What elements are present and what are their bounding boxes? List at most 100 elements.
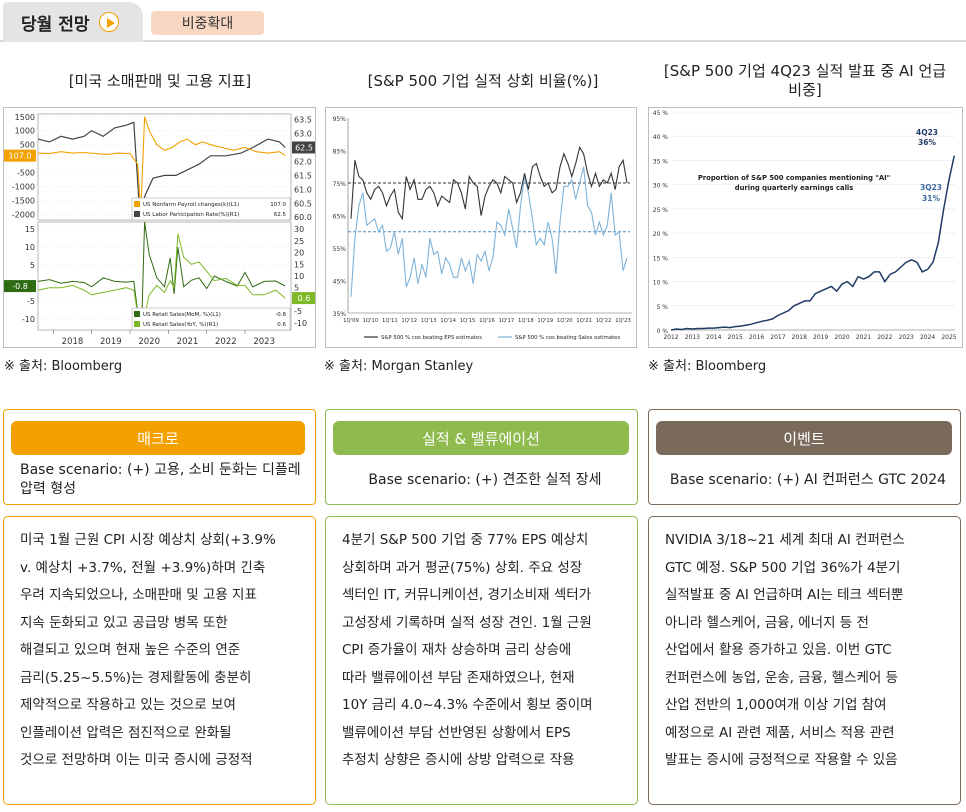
ai-annotation-line: during quarterly earnings calls	[735, 184, 854, 192]
macro-legend-box	[131, 307, 291, 331]
macro-bottom-left-value: -0.8	[12, 282, 28, 291]
macro-top-left-tick: 1500	[15, 113, 35, 122]
macro-legend-swatch	[134, 311, 140, 317]
ai-annotation-line: Proportion of S&P 500 companies mentioni…	[698, 174, 890, 182]
macro-year-label: 2020	[138, 337, 160, 347]
macro-bottom-right-tick: 25	[294, 237, 304, 246]
event-body-line: GTC 예정. S&P 500 기업 36%가 4분기	[665, 559, 901, 576]
macro-body-line: 지속 둔화되고 있고 공급망 병목 또한	[20, 614, 228, 631]
event-body-line: NVIDIA 3/18~21 세계 최대 AI 컨퍼런스	[665, 532, 905, 548]
ai-x-tick: 2022	[877, 334, 892, 341]
earnings-x-tick: 1Q'18	[518, 318, 534, 324]
month-outlook-tab[interactable]: 당월 전망	[3, 2, 143, 42]
macro-year-label: 2018	[62, 337, 84, 347]
earnings-legend-eps-label: S&P 500 % cos beating EPS estimates	[381, 335, 482, 341]
macro-top-right-tick: 60.5	[294, 199, 312, 208]
macro-body-line: v. 예상치 +3.7%, 전월 +3.9%)하며 긴축	[20, 559, 266, 576]
macro-bottom-left-tick: -10	[22, 315, 35, 324]
earnings-body-line: 섹터인 IT, 커뮤니케이션, 경기소비재 섹터가	[342, 587, 592, 603]
earnings-panel-top	[325, 409, 638, 505]
earnings-body-line: CPI 증가율이 재차 상승하며 금리 상승에	[342, 642, 572, 658]
earnings-chart: 95% 85% 75% 65% 55% 45% 35% 1Q'09 1Q'10 1Q'11 1Q'1…	[325, 107, 637, 348]
macro-legend-swatch	[134, 201, 140, 207]
macro-top-right-tick: 63.0	[294, 130, 312, 139]
ai-y-tick: 15 %	[653, 255, 669, 262]
earnings-x-tick: 1Q'21	[576, 318, 592, 324]
earnings-y-tick: 65%	[333, 214, 347, 221]
macro-top-right-tick: 63.5	[294, 116, 312, 125]
earnings-chart-svg: 95%85%75%65%55%45%35%1Q'09 1Q'10 1Q'11 1Q'1…	[333, 116, 632, 341]
earnings-x-tick: 1Q'23	[615, 318, 631, 324]
macro-body-line: 미국 1월 근원 CPI 시장 예상치 상회(+3.9%	[20, 532, 276, 548]
event-body: NVIDIA 3/18~21 세계 최대 AI 컨퍼런스 GTC 예정. S&P…	[648, 516, 961, 805]
ai-3q23-label: 3Q23	[920, 183, 942, 192]
ai-y-tick: 40 %	[653, 134, 669, 141]
ai-chart: 45 % 40 % 35 % 30 % 25 % 20 % 15 % 10 % 5 % 0 % 20…	[648, 107, 963, 348]
macro-scenario: Base scenario: (+) 고용, 소비 둔화는 디플레 압력 형성	[20, 462, 301, 497]
macro-body-line: 해결되고 있으며 현재 높은 수준의 연준	[20, 642, 241, 658]
earnings-x-tick: 1Q'19	[537, 318, 553, 324]
earnings-body-line: 밸류에이션 부담 선반영된 상황에서 EPS	[342, 724, 571, 741]
rating-badge: 비중확대	[151, 11, 264, 35]
macro-top-left-tick: -500	[17, 169, 35, 178]
macro-top-right-tick: 60.0	[294, 213, 312, 222]
macro-top-right-tick: 61.5	[294, 171, 312, 180]
earnings-y-tick: 85%	[333, 149, 347, 156]
earnings-x-tick: 1Q'11	[382, 318, 398, 324]
earnings-x-tick: 1Q'15	[460, 318, 476, 324]
earnings-body-line: 4분기 S&P 500 기업 중 77% EPS 예상치	[342, 532, 589, 548]
earnings-y-tick: 95%	[333, 116, 347, 123]
macro-legend-value: 107.0	[270, 202, 286, 208]
earnings-chart-title: [S&P 500 기업 실적 상회 비율(%)]	[367, 72, 599, 90]
earnings-y-tick: 35%	[333, 311, 347, 318]
macro-chart-svg: 1500 1000 500 -500 -1000 -1500 -2000 63.5 63.0 62…	[4, 113, 315, 347]
macro-bottom-right-value: 0.6	[298, 294, 311, 303]
ai-x-tick: 2012	[663, 334, 678, 341]
macro-last-right-value: 62.5	[295, 143, 313, 152]
earnings-body-line: 따라 밸류에이션 부담 존재하였으나, 현재	[342, 669, 575, 686]
ai-y-tick: 25 %	[653, 207, 669, 214]
macro-bottom-left-tick: 10	[25, 243, 35, 252]
earnings-body-line: 추정치 상향은 증시에 상방 압력으로 작용	[342, 752, 575, 768]
macro-panel-top	[3, 409, 316, 505]
macro-top-right-tick: 61.0	[294, 185, 312, 194]
macro-chart: 1500 1000 500 -500 -1000 -1500 -2000 63.5 63.0 62…	[3, 107, 316, 348]
event-body-line: 실적발표 중 AI 언급하며 AI는 테크 섹터뿐	[665, 587, 904, 603]
ai-y-tick: 0 %	[657, 328, 669, 335]
macro-retail-yoy-line	[37, 233, 286, 330]
ai-x-tick: 2016	[749, 334, 764, 341]
macro-top-right-tick: 62.0	[294, 157, 312, 166]
macro-legend-label: US Retail Sales(MoM, %)(L1)	[143, 312, 221, 318]
macro-year-label: 2021	[177, 337, 199, 347]
ai-x-tick: 2014	[706, 334, 721, 341]
earnings-body: 4분기 S&P 500 기업 중 77% EPS 예상치 상회하며 과거 평균(…	[325, 516, 638, 805]
macro-bottom-left-tick: 15	[25, 225, 35, 234]
ai-x-tick: 2013	[685, 334, 700, 341]
macro-bottom-left-tick: -5	[27, 297, 35, 306]
ai-x-tick: 2020	[834, 334, 849, 341]
ai-y-tick: 35 %	[653, 158, 669, 165]
ai-y-tick: 45 %	[653, 110, 669, 117]
macro-year-label: 2023	[253, 337, 275, 347]
earnings-y-tick: 45%	[333, 279, 347, 286]
macro-chart-title: [미국 소매판매 및 고용 지표]	[68, 72, 252, 90]
ai-4q23-value: 36%	[918, 138, 936, 147]
earnings-scenario: Base scenario: (+) 견조한 실적 장세	[368, 472, 602, 488]
event-panel-top	[648, 409, 961, 505]
macro-top-left-tick: -1500	[12, 196, 35, 205]
macro-legend-box	[131, 197, 291, 221]
event-body-line: 아니라 헬스케어, 금융, 에너지 등 전	[665, 614, 869, 631]
earnings-body-line: 고성장세 기록하며 실적 성장 견인. 1월 근원	[342, 614, 592, 631]
macro-top-left-tick: 500	[20, 141, 35, 150]
macro-source: ※ 출처: Bloomberg	[4, 359, 123, 374]
earnings-eps-line	[350, 145, 628, 221]
earnings-x-tick: 1Q'10	[363, 318, 379, 324]
macro-legend-value: 0.6	[277, 322, 286, 328]
earnings-x-tick: 1Q'17	[499, 318, 515, 324]
ai-3q23-value: 31%	[922, 194, 940, 203]
macro-bottom-right-tick: -5	[294, 307, 302, 316]
macro-bottom-right-tick: 15	[294, 260, 304, 269]
play-icon[interactable]	[99, 12, 120, 32]
macro-top-left-tick: 1000	[15, 127, 35, 136]
ai-x-tick: 2015	[728, 334, 743, 341]
